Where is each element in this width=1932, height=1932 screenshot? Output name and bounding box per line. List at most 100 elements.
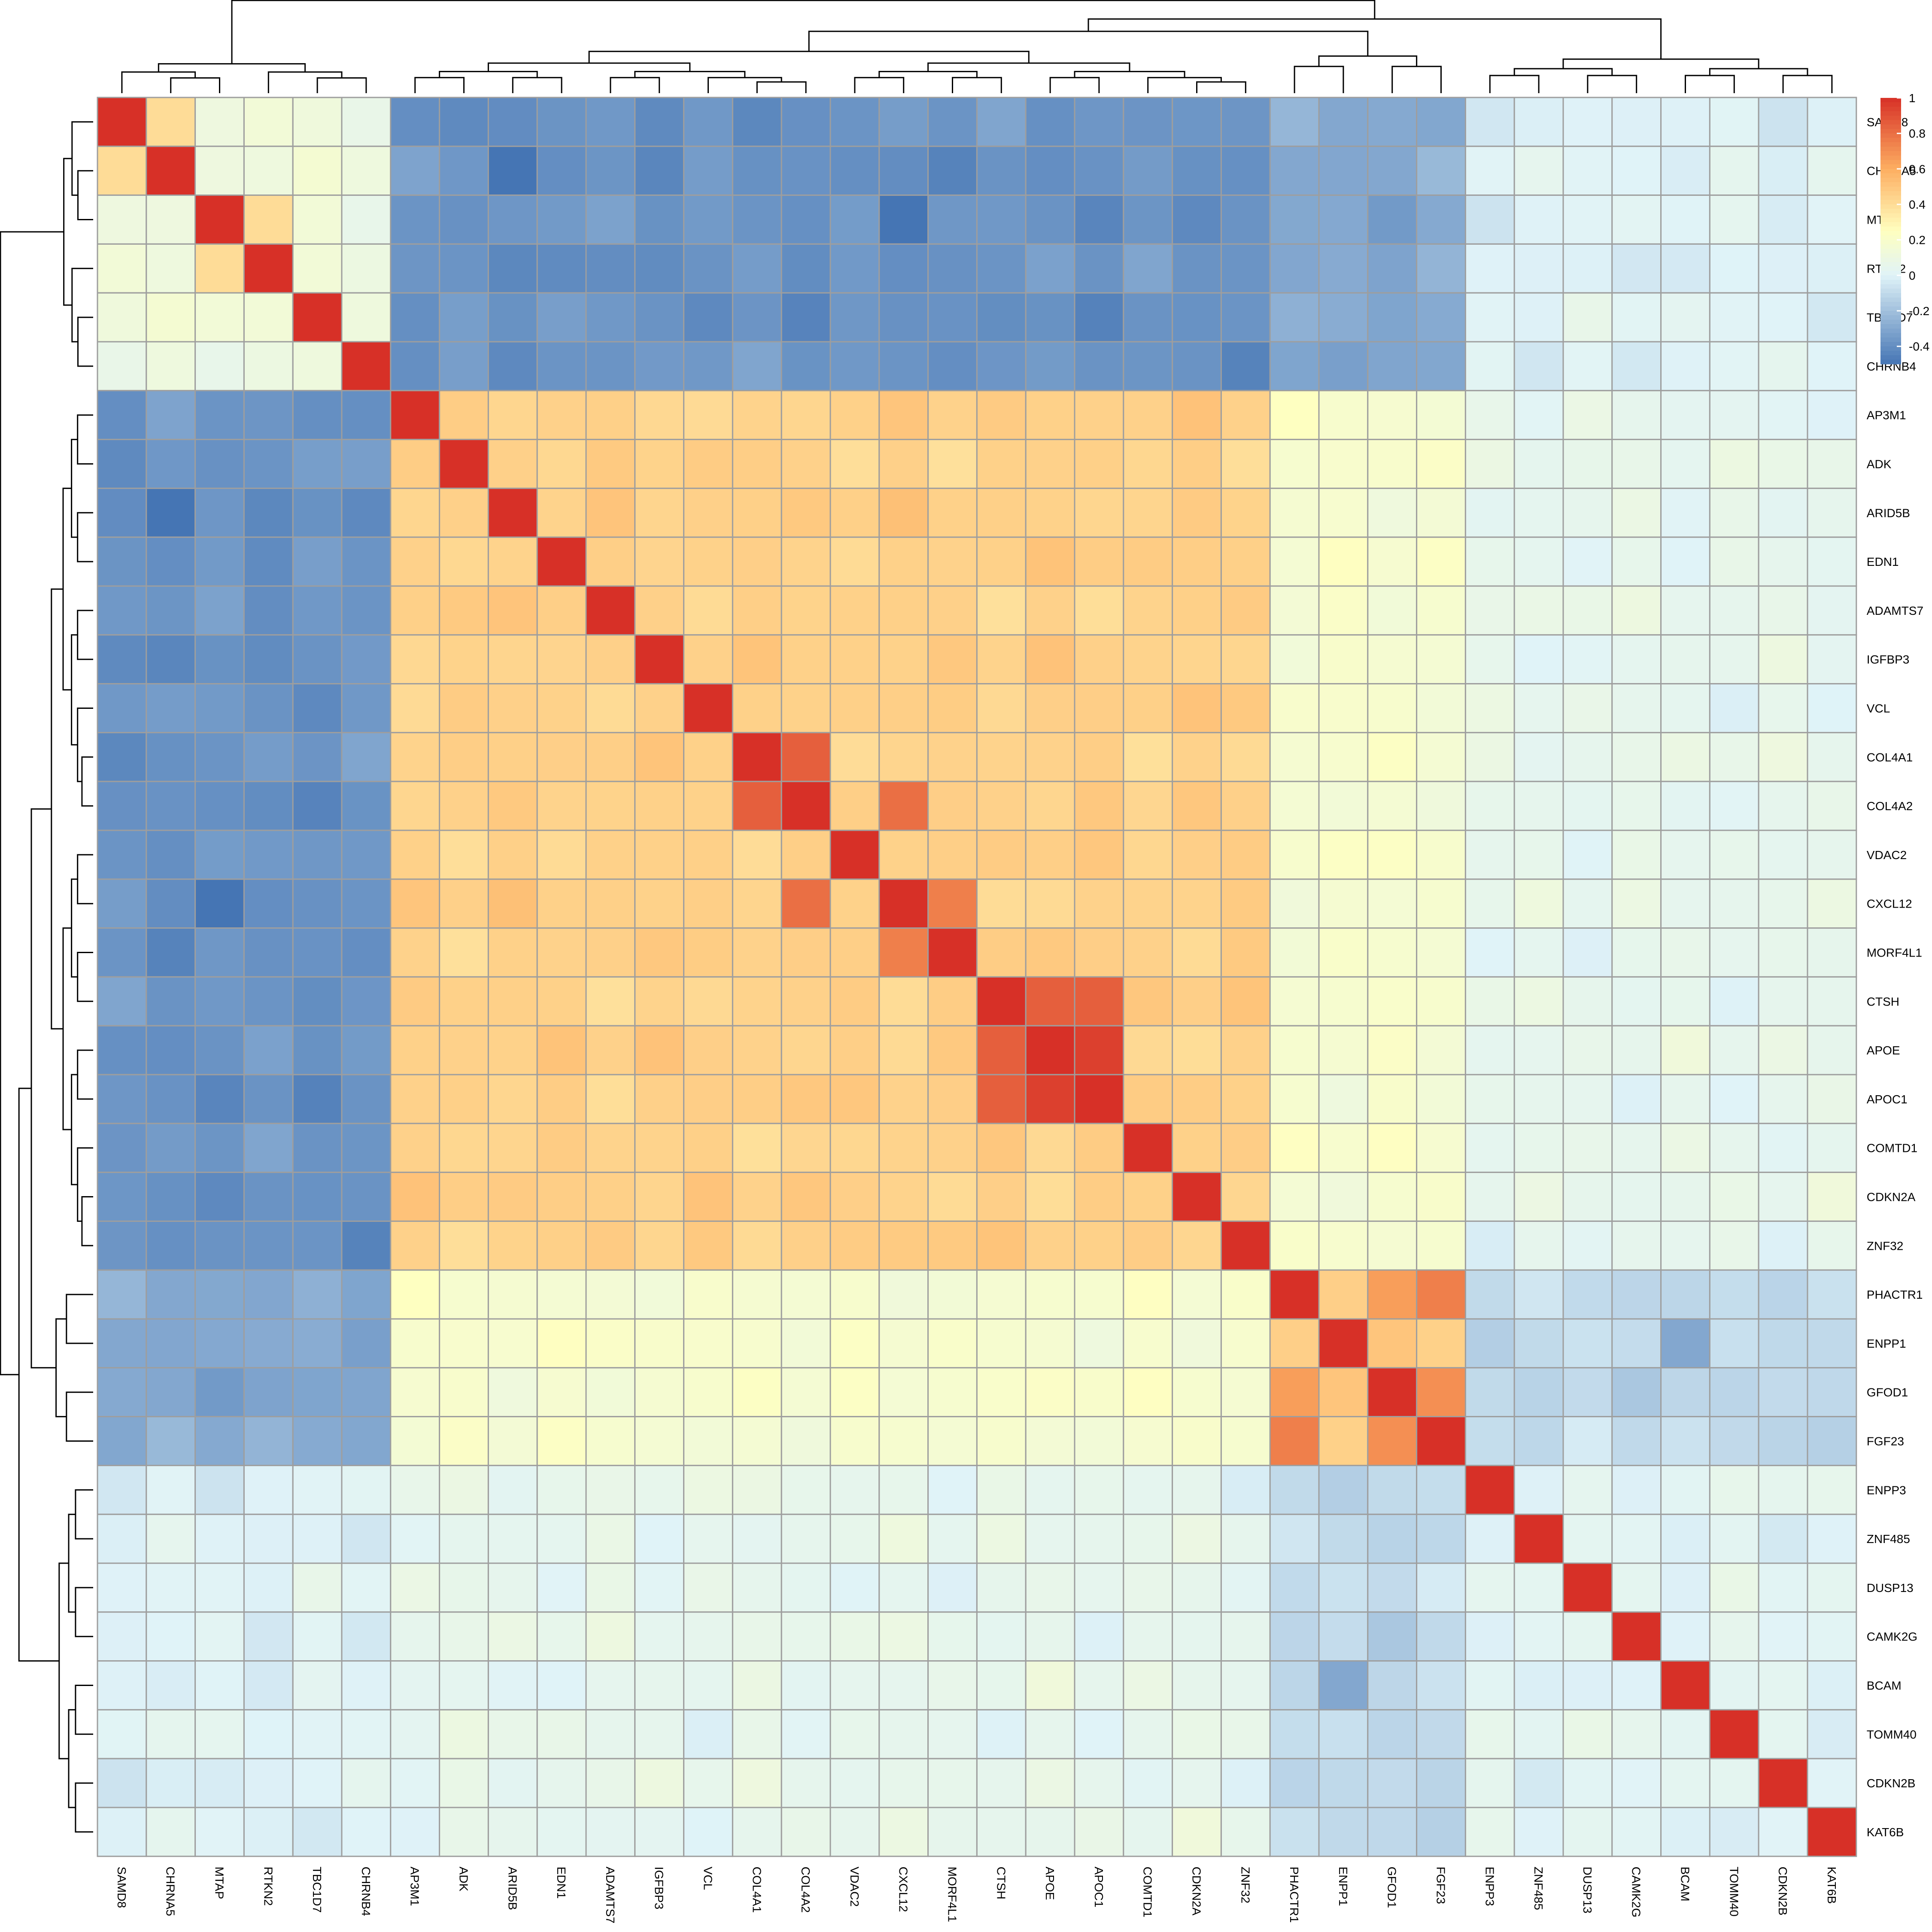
heatmap-cell [1464,1172,1515,1222]
row-label: APOE [1867,1044,1900,1057]
heatmap-cell [292,292,343,343]
heatmap-cell [536,1269,587,1320]
heatmap-cell [585,487,636,538]
heatmap-cell [390,487,440,538]
heatmap-cell [536,1416,587,1466]
heatmap-cell [634,634,685,685]
legend-swatch [1880,111,1901,116]
legend-swatch [1880,115,1901,121]
heatmap-cell [1660,585,1710,636]
heatmap-cell [781,732,831,782]
heatmap-cell [390,243,440,294]
heatmap-cell [1025,194,1075,245]
heatmap-cell [487,1025,538,1075]
heatmap-cell [829,243,880,294]
heatmap-cell [1172,1709,1222,1759]
heatmap-cell [1611,634,1662,685]
heatmap-cell [634,1416,685,1466]
heatmap-cell [1416,1416,1466,1466]
heatmap-cell [1269,439,1320,489]
heatmap-cell [243,1367,294,1418]
heatmap-cell [927,683,978,733]
heatmap-cell [1123,292,1173,343]
heatmap-cell [1416,732,1466,782]
heatmap-cell [390,390,440,440]
heatmap-cell [1025,585,1075,636]
column-label: ENPP1 [1337,1867,1350,1906]
heatmap-cell [1709,1660,1759,1710]
heatmap-cell [1660,390,1710,440]
heatmap-cell [1123,1172,1173,1222]
heatmap-cell [439,1709,489,1759]
heatmap-cell [1562,1074,1613,1124]
heatmap-cell [487,1269,538,1320]
heatmap-cell [634,1367,685,1418]
column-label: ENPP3 [1483,1867,1496,1906]
heatmap-cell [732,1464,782,1515]
heatmap-cell [341,487,392,538]
heatmap-cell [732,976,782,1027]
dendrogram-branch [55,1318,67,1418]
heatmap-cell [829,1758,880,1808]
heatmap-cell [536,1464,587,1515]
heatmap-cell [1660,1367,1710,1418]
heatmap-cell [976,1025,1027,1075]
heatmap-cell [1220,1367,1271,1418]
heatmap-cell [1709,1416,1759,1466]
column-label: PHACTR1 [1288,1867,1301,1923]
heatmap-cell [683,1807,733,1857]
heatmap-cell [976,536,1027,587]
heatmap-cell [1513,976,1564,1027]
heatmap-cell [1025,341,1075,392]
heatmap-cell [487,390,538,440]
heatmap-cell [1562,1416,1613,1466]
heatmap-cell [1025,732,1075,782]
heatmap-cell [585,194,636,245]
heatmap-cell [1709,194,1759,245]
heatmap-cell [1464,1367,1515,1418]
heatmap-cell [487,1172,538,1222]
legend-swatch [1880,351,1901,355]
heatmap-cell [243,1074,294,1124]
heatmap-cell [781,243,831,294]
heatmap-cell [732,683,782,733]
heatmap-cell [1660,243,1710,294]
heatmap-cell [732,1513,782,1564]
heatmap-cell [439,927,489,978]
column-label: KAT6B [1825,1867,1838,1904]
heatmap-cell [829,1172,880,1222]
heatmap-cell [1562,1123,1613,1173]
heatmap-cell [487,878,538,929]
heatmap-cell [146,878,196,929]
heatmap-cell [1562,1807,1613,1857]
heatmap-cell [292,97,343,147]
heatmap-cell [1660,1709,1710,1759]
heatmap-cell [194,781,245,831]
heatmap-cell [927,536,978,587]
dendrogram-branch [1088,18,1662,59]
heatmap-cell [976,243,1027,294]
heatmap-cell [292,634,343,685]
heatmap-cell [439,1562,489,1613]
heatmap-cell [243,683,294,733]
heatmap-cell [1807,1709,1857,1759]
heatmap-cell [1318,1025,1369,1075]
heatmap-cell [1318,976,1369,1027]
heatmap-cell [976,585,1027,636]
heatmap-cell [1172,1367,1222,1418]
heatmap-cell [1367,1172,1418,1222]
heatmap-cell [1318,1416,1369,1466]
heatmap-cell [194,1562,245,1613]
dendrogram-branch [708,77,782,93]
heatmap-cell [585,439,636,489]
heatmap-cell [1269,292,1320,343]
heatmap-cell [1513,1807,1564,1857]
heatmap-cell [536,341,587,392]
heatmap-cell [1074,536,1124,587]
heatmap-cell [829,732,880,782]
heatmap-cell [585,1758,636,1808]
row-label: DUSP13 [1867,1581,1914,1595]
heatmap-cell [634,243,685,294]
heatmap-cell [1367,1660,1418,1710]
heatmap-cell [829,1123,880,1173]
